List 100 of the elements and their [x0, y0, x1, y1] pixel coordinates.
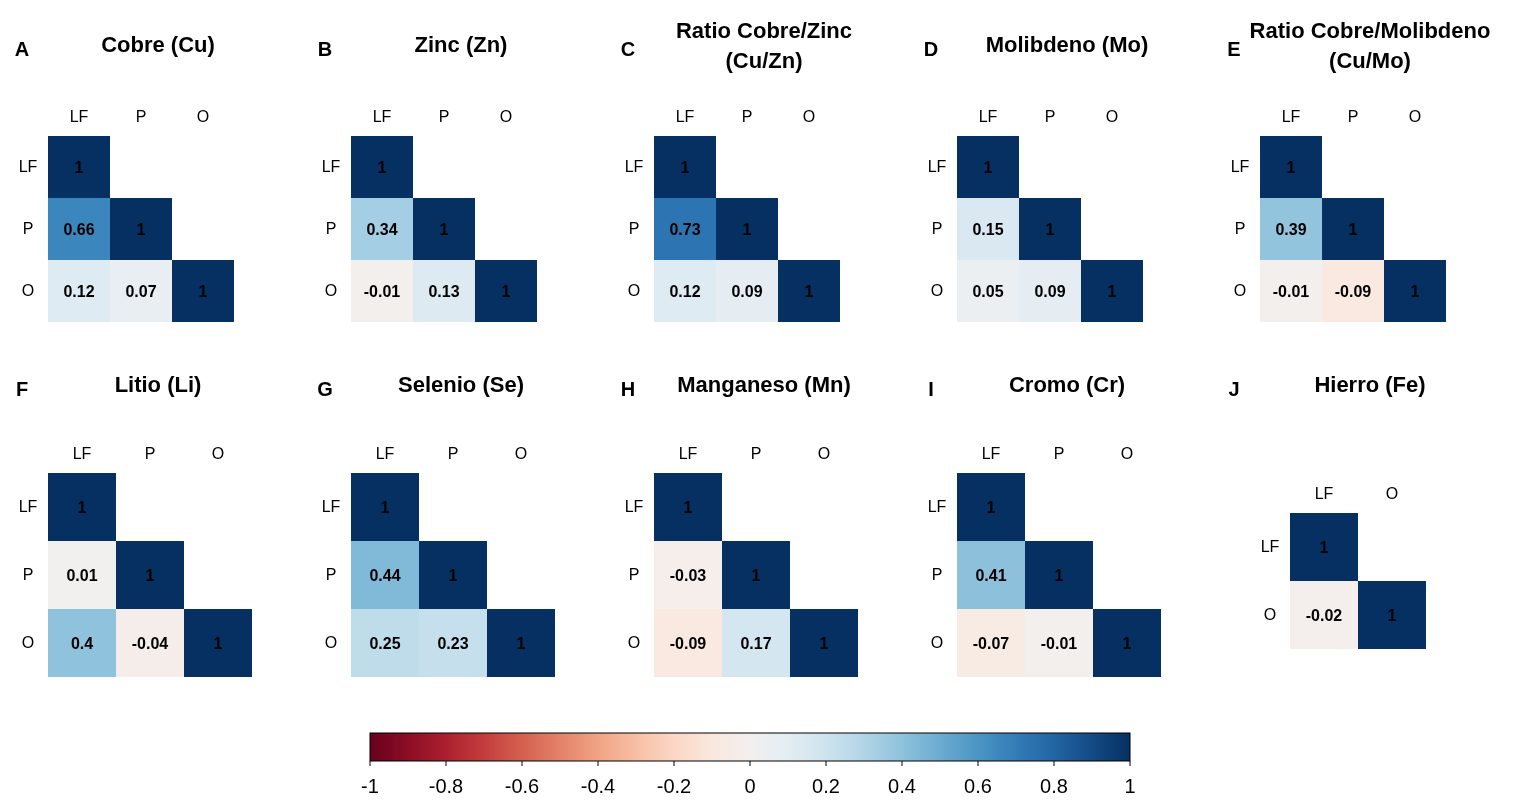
color-bar-label: 1: [1124, 775, 1136, 797]
x-tick-label: P: [438, 108, 450, 125]
y-tick-label: P: [325, 220, 337, 237]
data-label: 1: [680, 159, 690, 176]
data-label: 0.44: [369, 567, 401, 584]
x-tick-label: P: [1347, 108, 1359, 125]
data-label: 1: [77, 499, 87, 516]
data-label: 1: [1122, 635, 1132, 652]
color-bar-label: -1: [361, 775, 379, 797]
data-label: 0.01: [66, 567, 98, 584]
y-tick-label: LF: [18, 158, 38, 175]
data-label: 1: [1286, 159, 1296, 176]
text: J: [1228, 378, 1240, 400]
x-tick-label: LF: [678, 445, 698, 462]
data-label: 1: [1319, 539, 1329, 556]
data-label: -0.02: [1305, 607, 1343, 624]
y-tick-label: LF: [321, 498, 341, 515]
color-bar-label: 0: [744, 775, 756, 797]
data-label: 1: [380, 499, 390, 516]
data-label: 0.09: [731, 283, 763, 300]
x-tick-label: O: [817, 445, 831, 462]
data-label: 1: [213, 635, 223, 652]
y-tick-label: O: [21, 634, 35, 651]
chart-title: Zinc (Zn): [414, 32, 508, 57]
data-label: 0.17: [740, 635, 772, 652]
y-tick-label: P: [325, 566, 337, 583]
data-label: 0.25: [369, 635, 401, 652]
data-label: 1: [1387, 607, 1397, 624]
x-tick-label: P: [144, 445, 156, 462]
x-tick-label: P: [741, 108, 753, 125]
data-label: 1: [145, 567, 155, 584]
y-tick-label: O: [930, 634, 944, 651]
x-tick-label: LF: [978, 108, 998, 125]
x-tick-label: O: [1408, 108, 1422, 125]
text: G: [317, 378, 333, 400]
color-bar-label: -0.6: [504, 775, 540, 797]
data-label: 0.23: [437, 635, 469, 652]
data-label: -0.04: [131, 635, 169, 652]
x-tick-label: LF: [72, 445, 92, 462]
data-label: 0.34: [366, 221, 398, 238]
y-tick-label: LF: [1230, 158, 1250, 175]
y-tick-label: O: [324, 282, 338, 299]
x-tick-label: O: [196, 108, 210, 125]
y-tick-label: LF: [321, 158, 341, 175]
color-bar-label: 0.6: [964, 775, 992, 797]
text: D: [923, 38, 939, 60]
y-tick-label: P: [628, 566, 640, 583]
data-label: 1: [986, 499, 996, 516]
data-label: -0.01: [1272, 283, 1310, 300]
data-label: 1: [742, 221, 752, 238]
color-bar-label: -0.4: [580, 775, 616, 797]
x-tick-label: LF: [981, 445, 1001, 462]
chart-title: Ratio Cobre/Molibdeno (Cu/Mo): [1249, 18, 1491, 73]
y-tick-label: O: [21, 282, 35, 299]
chart-title: Selenio (Se): [398, 372, 524, 397]
data-label: 1: [1107, 283, 1117, 300]
x-tick-label: O: [802, 108, 816, 125]
data-label: 0.13: [428, 283, 460, 300]
data-label: 0.12: [669, 283, 701, 300]
y-tick-label: P: [931, 220, 943, 237]
data-label: 1: [198, 283, 208, 300]
data-label: 1: [74, 159, 84, 176]
data-label: -0.01: [1040, 635, 1078, 652]
data-label: 1: [1410, 283, 1420, 300]
y-tick-label: LF: [927, 498, 947, 515]
y-tick-label: P: [931, 566, 943, 583]
y-tick-label: LF: [18, 498, 38, 515]
data-label: 1: [501, 283, 511, 300]
text: H: [620, 378, 636, 400]
data-label: 0.05: [972, 283, 1004, 300]
data-label: -0.03: [669, 567, 707, 584]
x-tick-label: O: [514, 445, 528, 462]
y-tick-label: P: [1234, 220, 1246, 237]
color-bar-label: 0.8: [1040, 775, 1068, 797]
y-tick-label: P: [22, 220, 34, 237]
x-tick-label: P: [135, 108, 147, 125]
data-label: 1: [439, 221, 449, 238]
data-label: 1: [983, 159, 993, 176]
x-tick-label: LF: [375, 445, 395, 462]
data-label: 1: [1348, 221, 1358, 238]
data-label: 0.39: [1275, 221, 1307, 238]
data-label: 0.12: [63, 283, 95, 300]
data-label: 1: [1045, 221, 1055, 238]
color-bar-label: -0.8: [428, 775, 464, 797]
data-label: 1: [136, 221, 146, 238]
x-tick-label: O: [1105, 108, 1119, 125]
chart-title: Litio (Li): [114, 372, 202, 397]
y-tick-label: O: [1233, 282, 1247, 299]
x-tick-label: O: [211, 445, 225, 462]
x-tick-label: O: [1120, 445, 1134, 462]
y-tick-label: O: [324, 634, 338, 651]
x-tick-label: P: [750, 445, 762, 462]
chart-title: Cobre (Cu): [101, 32, 215, 57]
data-label: 0.07: [125, 283, 157, 300]
y-tick-label: P: [22, 566, 34, 583]
color-bar-label: -0.2: [656, 775, 692, 797]
chart-title: Manganeso (Mn): [677, 372, 851, 397]
data-label: 0.4: [70, 635, 94, 652]
data-label: 0.15: [972, 221, 1004, 238]
text: I: [928, 378, 934, 400]
